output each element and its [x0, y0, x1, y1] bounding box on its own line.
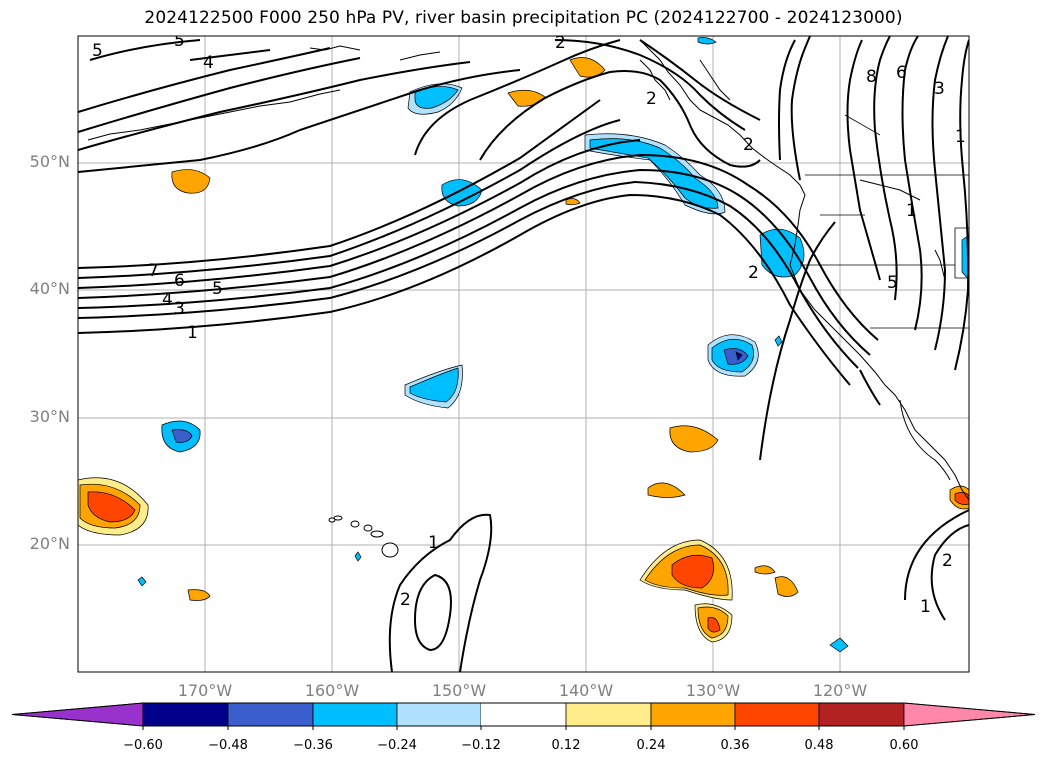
contour-label: 3	[174, 299, 185, 319]
colorbar-tick-label: 0.24	[636, 738, 666, 753]
blob-orange-134w-24n	[647, 482, 686, 498]
contour-label: 1	[920, 597, 931, 617]
lon-label-140w: 140°W	[558, 681, 614, 700]
coastlines	[87, 39, 969, 501]
lat-label-30n: 30°N	[29, 407, 70, 426]
precip-blobs	[78, 37, 969, 653]
lon-label-150w: 150°W	[431, 681, 487, 700]
lon-label-120w: 120°W	[812, 681, 868, 700]
contour-label: 2	[555, 33, 566, 53]
lon-label-130w: 130°W	[685, 681, 741, 700]
contour-label: 6	[174, 271, 185, 291]
colorbar-tick-label: −0.60	[123, 738, 163, 753]
contour-label: 6	[896, 63, 907, 83]
contour-label: 5	[212, 279, 223, 299]
colorbar-tick-label: −0.48	[208, 738, 248, 753]
contour-label: 2	[646, 89, 657, 109]
contour-label: 2	[748, 263, 759, 283]
colorbar-tick-label: 0.36	[720, 738, 750, 753]
colorbar-tick-label: 0.12	[551, 738, 581, 753]
contour-label: 8	[866, 67, 877, 87]
contour-label: 2	[942, 551, 953, 571]
blob-orange-132w-29n	[669, 425, 719, 453]
lon-label-170w: 170°W	[177, 681, 233, 700]
colorbar-extend-low	[11, 702, 144, 727]
hawaii-islands	[328, 515, 399, 558]
contour-label: 4	[203, 53, 214, 73]
blob-orange-140w	[569, 57, 606, 78]
colorbar-extend-high	[903, 702, 1036, 727]
contour-label: 3	[934, 79, 945, 99]
blob-orange-146w	[507, 89, 546, 107]
contour-label: 2	[743, 135, 754, 155]
map-title: 2024122500 F000 250 hPa PV, river basin …	[144, 8, 903, 28]
lat-label-40n: 40°N	[29, 279, 70, 298]
plot-frame	[77, 35, 970, 673]
colorbar-tick-label: 0.48	[804, 738, 834, 753]
borders	[800, 114, 969, 329]
lat-label-50n: 50°N	[29, 152, 70, 171]
colorbar	[11, 702, 1036, 730]
contour-label: 7	[148, 261, 159, 281]
contour-label: 5	[174, 31, 185, 51]
contour-label: 1	[428, 533, 439, 553]
colorbar-tick-label: −0.24	[377, 738, 417, 753]
colorbar-tick-label: −0.12	[461, 738, 501, 753]
contour-label: 1	[187, 323, 198, 343]
lon-label-160w: 160°W	[304, 681, 360, 700]
contour-label: 1	[955, 127, 966, 147]
contour-labels: 5 5 4 2 2 7 6 5 4 3 1 2 8 6 3 1 1 2 1 2 …	[92, 31, 966, 617]
blob-orange-172w	[171, 169, 211, 194]
colorbar-tick-label: 0.60	[889, 738, 919, 753]
contour-label: 5	[92, 41, 103, 61]
contour-label: 4	[162, 290, 173, 310]
contour-label: 1	[906, 201, 917, 221]
contour-label: 5	[887, 273, 898, 293]
pv-contours	[78, 36, 969, 672]
colorbar-tick-label: −0.36	[293, 738, 333, 753]
contour-label: 2	[400, 590, 411, 610]
gridlines	[78, 36, 969, 672]
lat-label-20n: 20°N	[29, 534, 70, 553]
